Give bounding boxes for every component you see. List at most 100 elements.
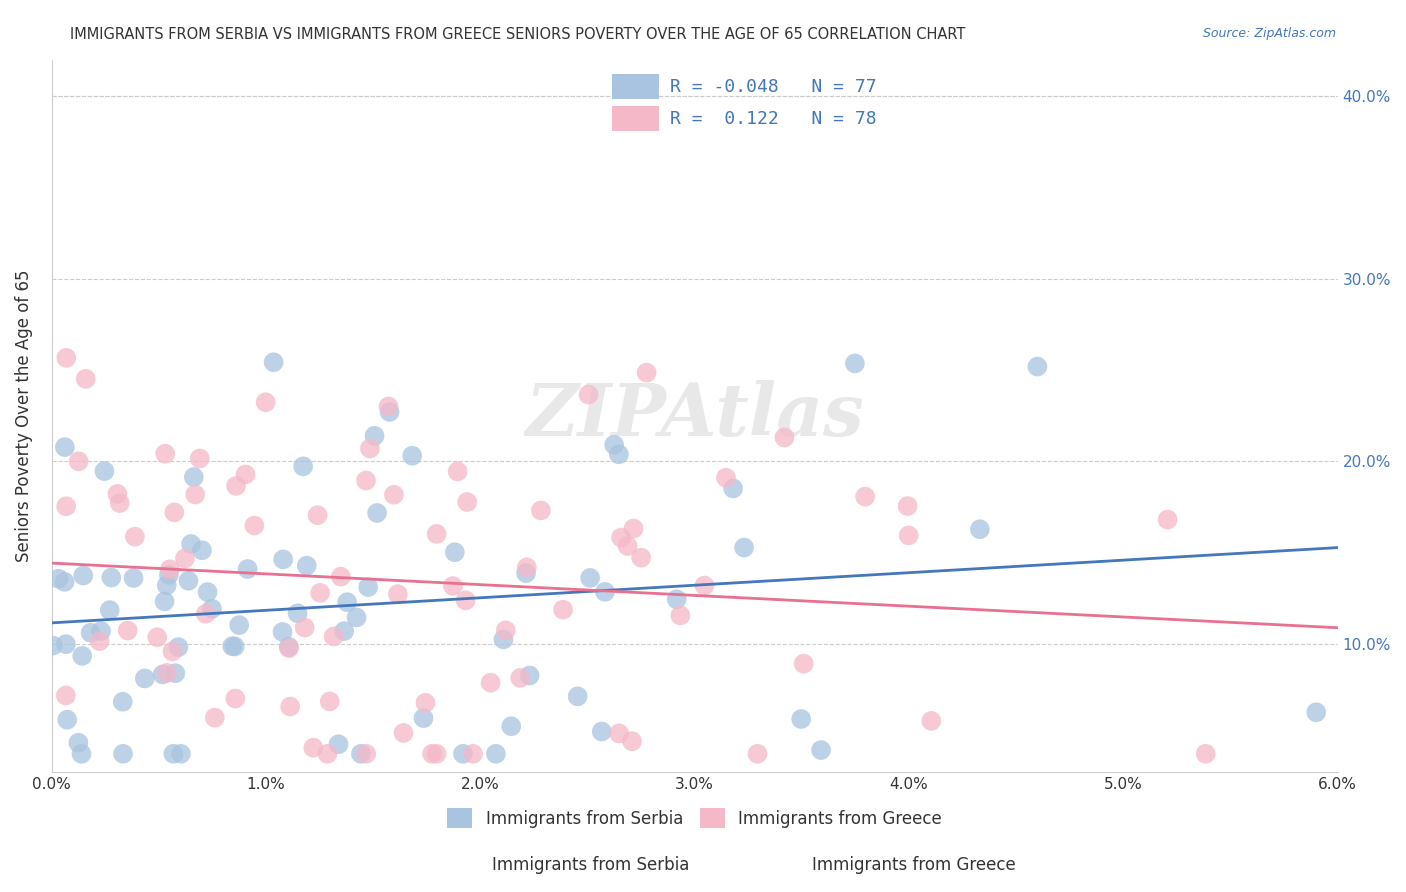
Point (271, 552, 294, 566)
Point (159, 562, 181, 576)
Point (224, 691, 246, 706)
Legend: Immigrants from Serbia, Immigrants from Greece: Immigrants from Serbia, Immigrants from … (441, 801, 949, 835)
Point (55, 689, 77, 703)
Point (170, 747, 193, 761)
Point (1156, 512, 1178, 526)
Point (53, 440, 76, 454)
Point (350, 747, 373, 761)
Point (446, 465, 468, 479)
Point (55, 637, 77, 651)
Point (163, 505, 186, 519)
Point (578, 387, 600, 401)
Point (551, 602, 574, 616)
Point (378, 405, 401, 419)
Point (454, 593, 477, 607)
Point (243, 518, 266, 533)
Point (309, 586, 332, 600)
Point (1026, 359, 1049, 374)
Point (67, 454, 90, 468)
Point (197, 585, 219, 599)
Point (333, 624, 356, 639)
Point (235, 467, 257, 482)
Point (174, 551, 197, 566)
Point (363, 429, 385, 443)
Point (201, 601, 224, 615)
Point (721, 482, 744, 496)
Point (67, 736, 90, 750)
Point (357, 580, 380, 594)
Point (1195, 747, 1218, 761)
Text: ZIPAtlas: ZIPAtlas (526, 380, 865, 451)
Point (443, 545, 465, 559)
Text: IMMIGRANTS FROM SERBIA VS IMMIGRANTS FROM GREECE SENIORS POVERTY OVER THE AGE OF: IMMIGRANTS FROM SERBIA VS IMMIGRANTS FRO… (70, 27, 966, 42)
Point (1305, 705, 1327, 719)
Point (354, 747, 377, 761)
Point (733, 541, 755, 555)
Point (693, 578, 716, 592)
Point (184, 487, 207, 501)
Point (221, 639, 243, 653)
Point (278, 699, 301, 714)
Point (155, 447, 177, 461)
Point (603, 438, 626, 452)
Point (292, 459, 315, 474)
Text: Immigrants from Serbia: Immigrants from Serbia (492, 856, 689, 874)
Point (225, 479, 247, 493)
Point (479, 675, 502, 690)
Point (124, 530, 146, 544)
Point (89, 634, 111, 648)
Point (70, 747, 93, 761)
Point (790, 712, 813, 726)
Point (162, 644, 184, 658)
Point (111, 695, 134, 709)
Point (183, 470, 205, 484)
Point (579, 571, 602, 585)
Point (48, 572, 70, 586)
Point (509, 671, 531, 685)
Point (392, 726, 415, 740)
Point (623, 522, 645, 536)
Point (530, 503, 553, 517)
Point (501, 719, 523, 733)
Point (810, 743, 832, 757)
Point (153, 594, 176, 608)
Point (441, 579, 464, 593)
Point (194, 607, 217, 621)
Point (492, 632, 515, 647)
Point (897, 499, 920, 513)
Point (278, 641, 301, 656)
Point (105, 487, 128, 501)
Point (307, 508, 329, 523)
Point (117, 624, 139, 638)
Point (591, 724, 613, 739)
Point (336, 595, 359, 609)
Point (156, 665, 179, 680)
Point (387, 587, 409, 601)
Point (920, 714, 942, 728)
Point (426, 747, 449, 761)
Point (616, 539, 638, 553)
Point (319, 694, 342, 708)
Point (969, 522, 991, 536)
Point (897, 528, 920, 542)
Point (415, 696, 437, 710)
Point (328, 737, 350, 751)
Point (263, 355, 285, 369)
Point (100, 570, 122, 584)
Point (322, 630, 344, 644)
Point (495, 624, 517, 638)
Point (516, 560, 538, 574)
Point (72, 568, 94, 582)
Y-axis label: Seniors Poverty Over the Age of 65: Seniors Poverty Over the Age of 65 (15, 269, 32, 562)
Point (204, 711, 226, 725)
Point (485, 747, 508, 761)
Point (610, 531, 633, 545)
Point (401, 449, 423, 463)
Point (224, 640, 246, 654)
Point (567, 690, 589, 704)
Point (420, 747, 443, 761)
Point (188, 451, 211, 466)
Point (254, 395, 277, 409)
Point (93, 464, 115, 478)
Point (461, 747, 484, 761)
